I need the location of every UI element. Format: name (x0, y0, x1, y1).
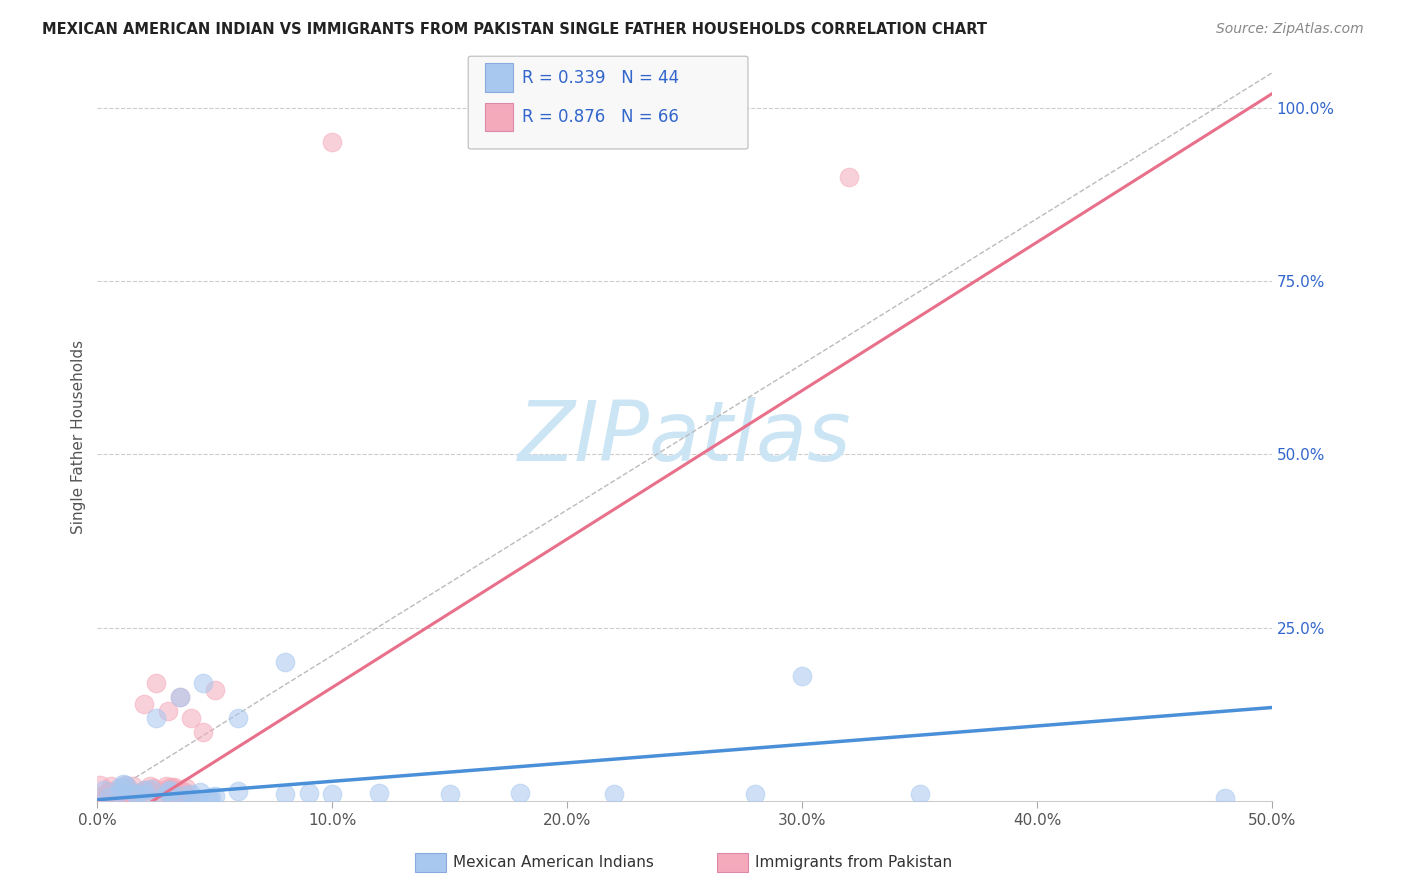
Point (179, 792, 201, 806)
Point (105, 786, 128, 800)
Point (180, 711, 202, 725)
Point (191, 676, 214, 690)
Point (101, 787, 124, 801)
Point (96, 789, 118, 804)
Point (155, 779, 177, 793)
Text: Mexican American Indians: Mexican American Indians (453, 855, 654, 870)
Point (117, 781, 139, 796)
Point (145, 711, 167, 725)
Point (124, 793, 146, 807)
Point (96, 790, 118, 805)
Point (204, 789, 226, 803)
Point (744, 787, 766, 801)
Point (163, 780, 186, 794)
Text: R = 0.339   N = 44: R = 0.339 N = 44 (522, 69, 679, 87)
Point (170, 784, 193, 798)
Point (170, 792, 193, 806)
Point (159, 781, 181, 796)
Point (112, 789, 135, 803)
Point (204, 683, 226, 698)
Text: Immigrants from Pakistan: Immigrants from Pakistan (755, 855, 952, 870)
Point (603, 787, 626, 801)
Text: Source: ZipAtlas.com: Source: ZipAtlas.com (1216, 22, 1364, 37)
Point (114, 782, 136, 797)
Point (188, 784, 211, 798)
Point (198, 790, 221, 805)
Point (321, 136, 343, 150)
Point (509, 786, 531, 800)
Point (115, 778, 138, 792)
Point (134, 787, 156, 801)
Point (191, 724, 214, 739)
Point (174, 780, 197, 795)
Point (321, 787, 343, 801)
Point (838, 169, 860, 184)
Point (108, 780, 131, 795)
Point (180, 787, 202, 801)
Point (136, 782, 159, 797)
Point (159, 783, 181, 797)
Point (439, 787, 461, 801)
Point (108, 785, 131, 799)
Point (97, 785, 120, 799)
Point (138, 789, 160, 804)
Point (97, 789, 120, 804)
Point (91, 788, 114, 802)
Text: R = 0.876   N = 66: R = 0.876 N = 66 (522, 108, 679, 126)
Point (173, 785, 195, 799)
Point (298, 786, 321, 800)
Point (139, 781, 162, 796)
Point (111, 780, 134, 794)
Point (159, 787, 181, 801)
Point (150, 791, 173, 805)
Point (145, 676, 167, 690)
Point (93, 783, 115, 797)
Point (98, 784, 121, 798)
Text: ZIPatlas: ZIPatlas (517, 397, 852, 477)
Point (114, 778, 136, 792)
Point (156, 704, 179, 718)
Point (139, 779, 162, 793)
Point (177, 791, 200, 805)
Point (89, 778, 111, 792)
Point (226, 783, 249, 797)
Point (111, 777, 134, 791)
Point (169, 690, 191, 705)
Point (165, 788, 187, 802)
Point (100, 779, 122, 793)
Point (368, 786, 391, 800)
Point (172, 792, 194, 806)
Point (93, 793, 115, 807)
Point (149, 788, 172, 802)
Point (159, 780, 181, 794)
Point (274, 787, 297, 801)
Point (156, 783, 179, 797)
Text: MEXICAN AMERICAN INDIAN VS IMMIGRANTS FROM PAKISTAN SINGLE FATHER HOUSEHOLDS COR: MEXICAN AMERICAN INDIAN VS IMMIGRANTS FR… (42, 22, 987, 37)
Point (118, 791, 141, 805)
Point (790, 669, 813, 683)
Point (1213, 790, 1236, 805)
Point (153, 783, 176, 797)
Point (162, 780, 184, 795)
Point (274, 656, 297, 670)
Point (159, 789, 181, 803)
Point (121, 779, 143, 793)
Point (121, 785, 143, 799)
Point (134, 783, 156, 797)
Point (134, 783, 156, 797)
Point (173, 788, 195, 802)
Point (200, 790, 222, 805)
Point (134, 697, 156, 711)
Point (143, 780, 166, 795)
Point (184, 791, 207, 805)
Point (169, 690, 191, 705)
Point (124, 786, 146, 800)
Point (226, 711, 249, 725)
Point (107, 786, 129, 800)
Point (908, 787, 931, 801)
Y-axis label: Single Father Households: Single Father Households (72, 340, 86, 534)
Point (107, 790, 129, 805)
Point (125, 788, 148, 802)
